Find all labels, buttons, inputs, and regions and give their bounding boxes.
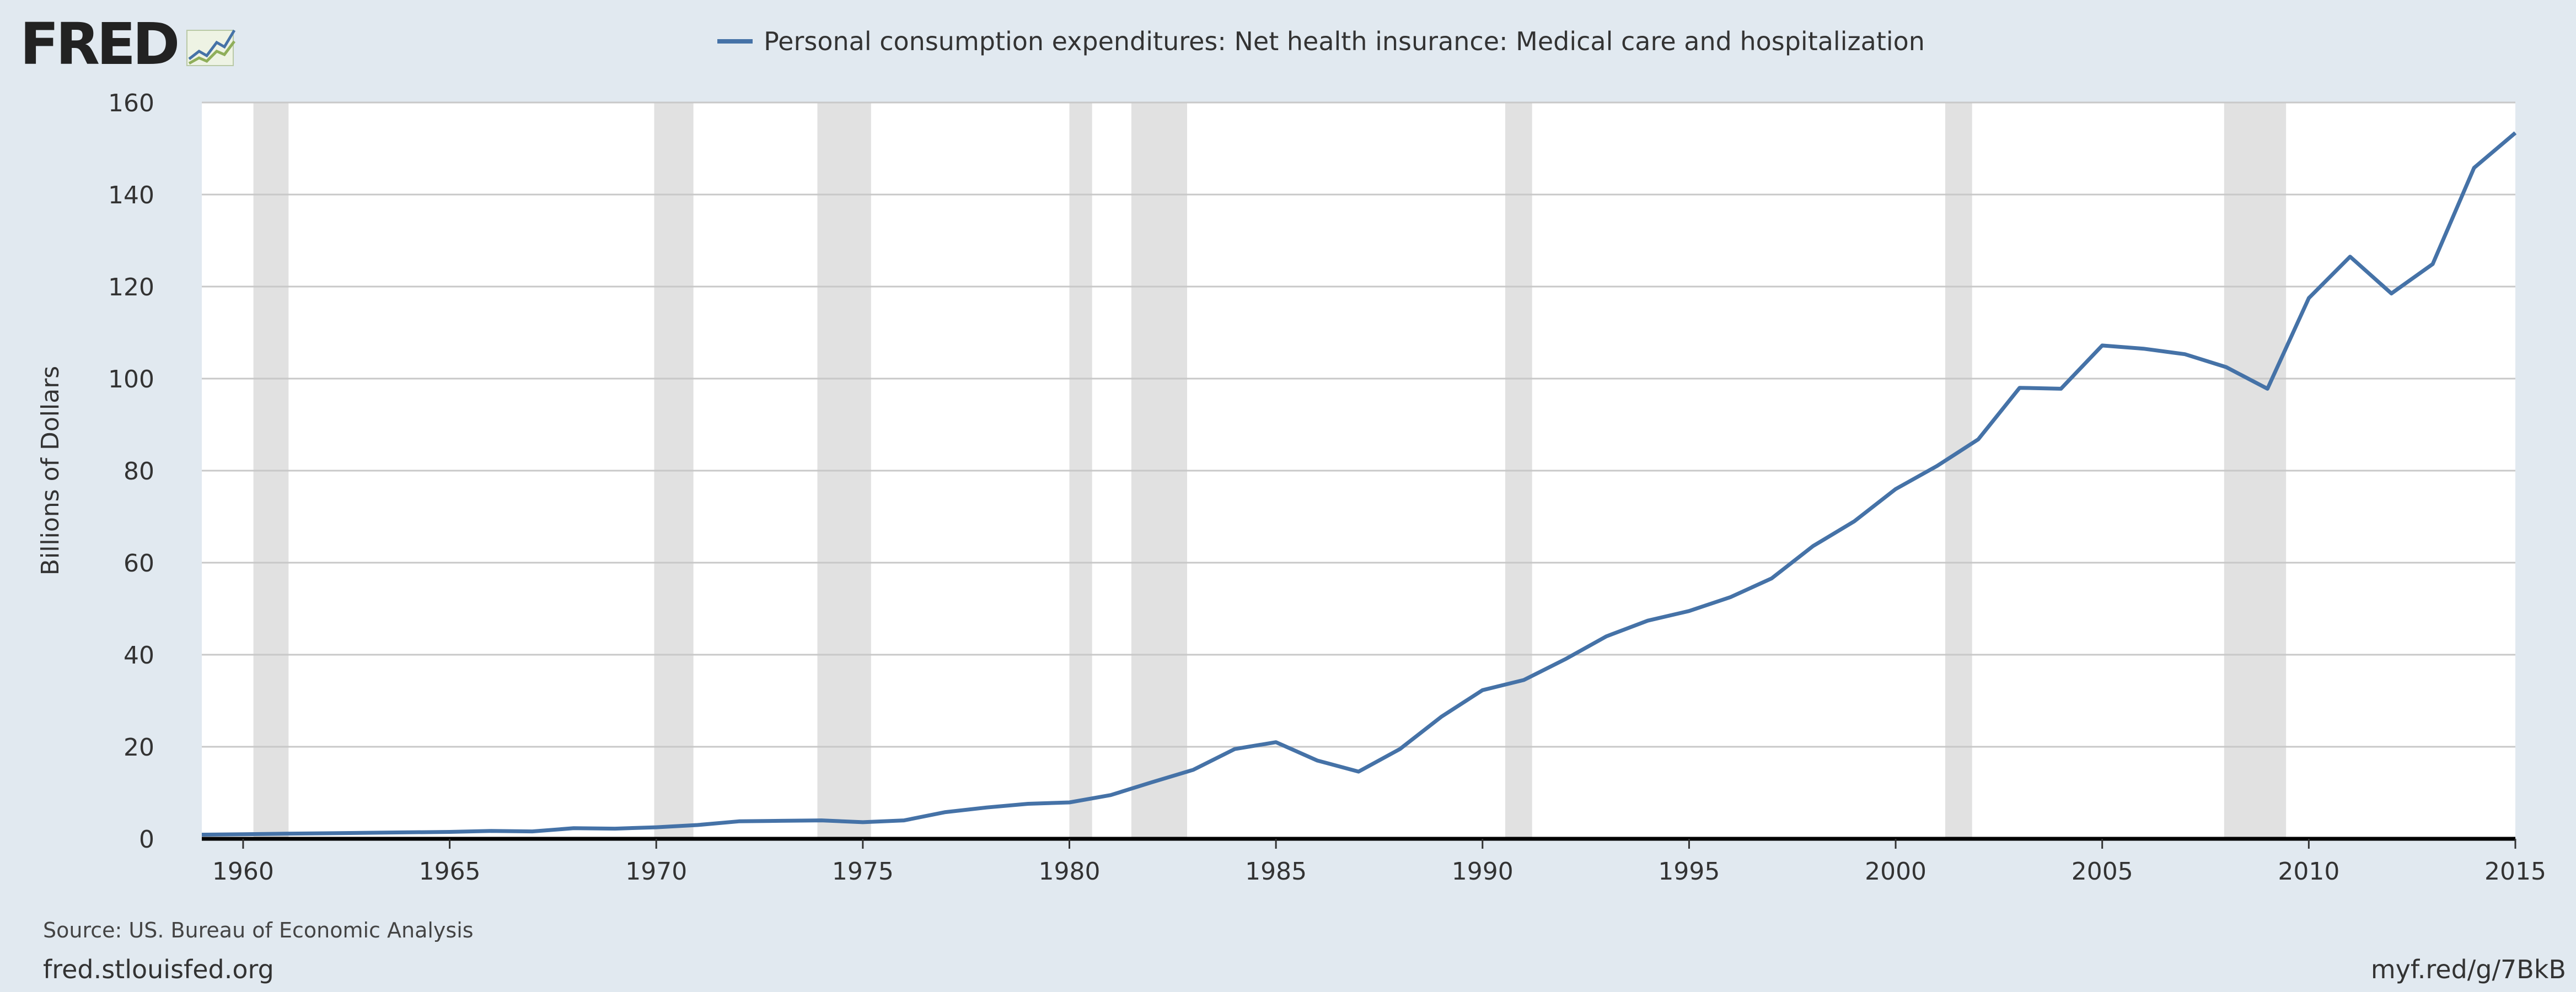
y-tick-label: 20 [124, 734, 154, 762]
series-layer [201, 131, 2517, 837]
x-tick-label: 1995 [1658, 858, 1720, 886]
logo-text: FRED [20, 10, 180, 78]
short-link[interactable]: myf.red/g/7BkB [2370, 955, 2566, 984]
y-axis-ticks: 0 20 40 60 80 100 120 140 160 [108, 89, 154, 854]
y-tick-label: 60 [124, 549, 154, 578]
gridlines [202, 101, 2515, 748]
y-tick-label: 160 [108, 89, 154, 117]
x-axis-ticks: 1960 1965 1970 1975 1980 1985 1990 1995 2000 2005… [212, 839, 2546, 886]
y-tick-label: 100 [108, 365, 154, 393]
x-tick-label: 1980 [1039, 858, 1101, 886]
site-link[interactable]: fred.stlouisfed.org [43, 955, 274, 984]
x-tick-label: 2000 [1865, 858, 1926, 886]
legend-swatch [717, 39, 753, 44]
y-tick-label: 140 [108, 181, 154, 209]
x-tick-label: 2010 [2278, 858, 2339, 886]
legend-series-label: Personal consumption expenditures: Net h… [764, 26, 1925, 56]
x-tick-label: 2015 [2484, 858, 2546, 886]
x-tick-label: 1965 [419, 858, 481, 886]
y-tick-label: 80 [124, 457, 154, 486]
y-axis-label: Billions of Dollars [36, 366, 65, 575]
y-tick-label: 40 [124, 641, 154, 670]
chart-legend[interactable]: Personal consumption expenditures: Net h… [0, 26, 2576, 56]
x-tick-label: 1985 [1245, 858, 1307, 886]
fred-logo[interactable]: FRED [20, 10, 238, 78]
y-tick-label: 120 [108, 273, 154, 301]
source-note: Source: US. Bureau of Economic Analysis [43, 918, 474, 942]
x-tick-label: 1990 [1452, 858, 1514, 886]
y-tick-label: 0 [139, 826, 154, 854]
x-tick-label: 2005 [2071, 858, 2133, 886]
trend-line-icon [185, 23, 238, 72]
series-line-0[interactable] [201, 131, 2517, 837]
x-tick-label: 1960 [212, 858, 274, 886]
x-tick-label: 1970 [625, 858, 687, 886]
x-tick-label: 1975 [832, 858, 894, 886]
